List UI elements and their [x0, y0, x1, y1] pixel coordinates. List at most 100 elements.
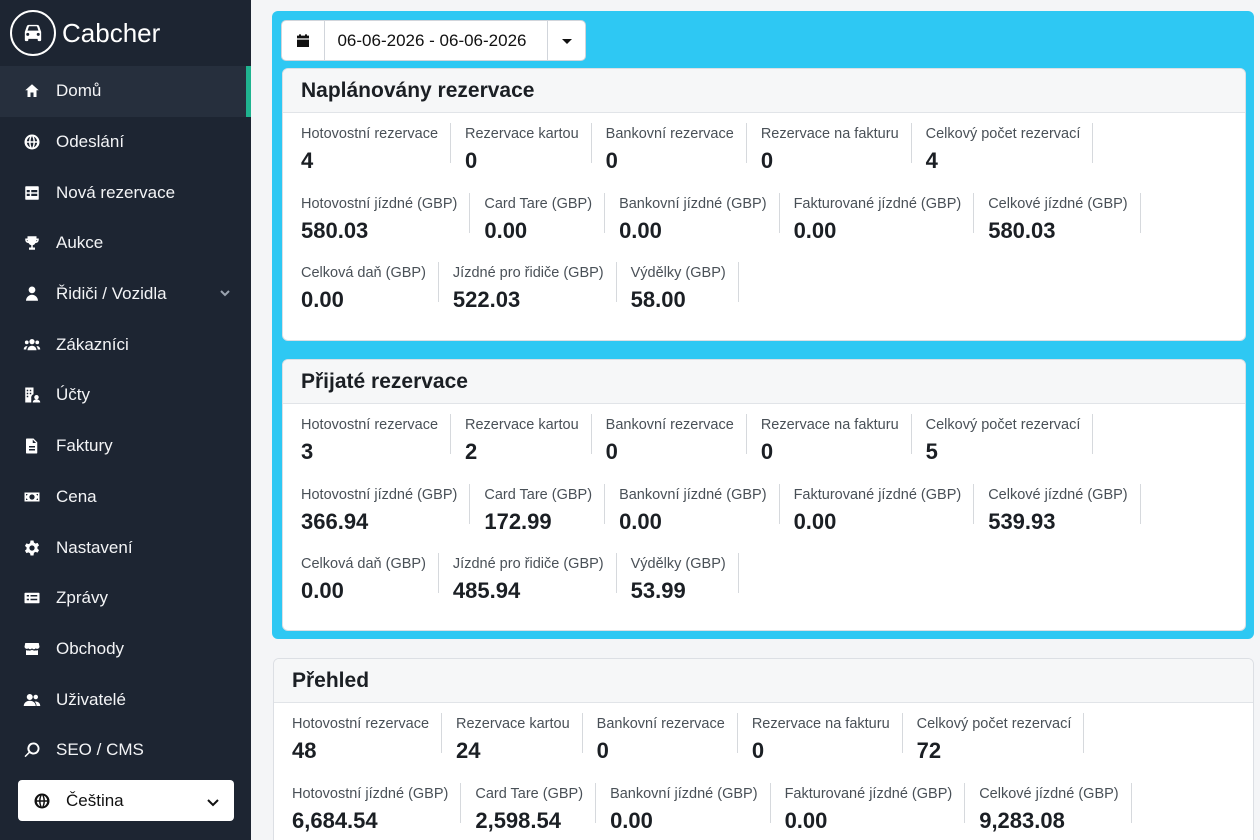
sidebar-item-accounts[interactable]: Účty [0, 370, 251, 421]
sidebar-item-new-booking[interactable]: Nová rezervace [0, 167, 251, 218]
stat-item: Celková daň (GBP) 0.00 [301, 553, 439, 603]
sidebar-item-label: SEO / CMS [56, 740, 144, 760]
stat-item: Celkové jízdné (GBP) 580.03 [988, 192, 1141, 243]
sidebar-item-price[interactable]: Cena [0, 472, 251, 523]
stat-label: Hotovostní rezervace [292, 716, 430, 732]
building-user-icon [22, 385, 42, 405]
sidebar-item-auctions[interactable]: Aukce [0, 218, 251, 269]
stat-row: Hotovostní jízdné (GBP) 6,684.54 Card Tare… [292, 782, 1235, 840]
stat-value: 6,684.54 [292, 807, 378, 833]
stat-value: 0 [760, 439, 774, 464]
trophy-icon [22, 233, 42, 253]
stat-value: 5 [925, 439, 938, 464]
stat-item: Bankovní jízdné (GBP) 0.00 [610, 782, 771, 833]
globe-icon [22, 132, 42, 152]
sidebar-item-seo-cms[interactable]: SEO / CMS [0, 725, 251, 776]
sidebar-item-label: Uživatelé [56, 689, 126, 709]
sidebar-item-label: Odeslání [56, 132, 125, 152]
stat-label: Bankovní jízdné (GBP) [619, 486, 767, 503]
sidebar-item-stores[interactable]: Obchody [0, 624, 251, 675]
stat-value: 0.00 [301, 578, 344, 603]
calendar-icon[interactable] [282, 21, 326, 60]
stat-row: Hotovostní jízdné (GBP) 580.03 Card Tare (… [301, 192, 1227, 263]
stat-item: Výdělky (GBP) 53.99 [631, 553, 739, 603]
sidebar-item-label: Obchody [56, 638, 125, 658]
sidebar-item-drivers-vehicles[interactable]: Řidiči / Vozidla [0, 269, 251, 320]
stat-value: 0.00 [784, 807, 828, 833]
stat-value: 0.00 [619, 508, 662, 534]
stat-item: Celkové jízdné (GBP) 9,283.08 [979, 782, 1132, 833]
home-icon [22, 81, 42, 101]
stat-value: 0.00 [484, 217, 528, 243]
stat-label: Hotovostní jízdné (GBP) [301, 486, 458, 503]
stat-value: 0.00 [619, 217, 662, 243]
stat-item: Jízdné pro řidiče (GBP) 522.03 [453, 262, 617, 312]
money-icon [22, 487, 42, 507]
sidebar-item-label: Řidiči / Vozidla [56, 284, 167, 304]
stat-label: Rezervace na fakturu [760, 126, 899, 142]
stat-label: Hotovostní jízdné (GBP) [292, 785, 449, 802]
stat-label: Hotovostní jízdné (GBP) [301, 195, 458, 212]
table-icon [22, 183, 42, 203]
sidebar-item-reports[interactable]: Zprávy [0, 573, 251, 624]
card-title: Přijaté rezervace [283, 360, 1245, 404]
sidebar-item-settings[interactable]: Nastavení [0, 522, 251, 573]
stat-item: Celkový počet rezervací 4 [926, 123, 1094, 173]
stat-label: Celkové jízdné (GBP) [979, 785, 1119, 802]
stat-value: 0 [760, 148, 774, 173]
chevron-down-icon [219, 284, 231, 304]
sidebar-item-label: Cena [56, 486, 97, 506]
sidebar-item-users[interactable]: Uživatelé [0, 674, 251, 725]
stat-item: Hotovostní jízdné (GBP) 580.03 [301, 192, 471, 243]
stat-value: 0.00 [301, 287, 344, 312]
sidebar-item-dispatch[interactable]: Odeslání [0, 117, 251, 168]
sidebar-item-label: Nastavení [56, 537, 133, 557]
sidebar-item-customers[interactable]: Zákazníci [0, 319, 251, 370]
card-title: Naplánovány rezervace [283, 69, 1245, 113]
stat-value: 48 [292, 738, 317, 763]
globe-icon [32, 791, 52, 811]
stat-item: Hotovostní rezervace 4 [301, 123, 452, 173]
stat-item: Card Tare (GBP) 2,598.54 [475, 782, 597, 833]
language-select[interactable]: Čeština [18, 780, 234, 821]
stat-label: Celkový počet rezervací [925, 417, 1081, 433]
stat-label: Fakturované jízdné (GBP) [784, 785, 953, 802]
stat-row: Celková daň (GBP) 0.00 Jízdné pro řidiče (… [301, 262, 1227, 332]
gear-icon [22, 538, 42, 558]
driver-icon [22, 284, 42, 304]
sidebar-item-invoices[interactable]: Faktury [0, 421, 251, 472]
stat-value: 0 [605, 148, 618, 173]
stat-item: Hotovostní rezervace 48 [292, 713, 443, 763]
stat-label: Hotovostní rezervace [301, 417, 439, 433]
stat-item: Bankovní jízdné (GBP) 0.00 [619, 483, 780, 534]
stat-value: 0 [596, 738, 609, 763]
stat-item: Rezervace na fakturu 0 [760, 123, 912, 173]
stat-row: Hotovostní rezervace 3 Rezervace kartou 2 Ba… [301, 414, 1227, 484]
stat-item: Card Tare (GBP) 172.99 [484, 483, 606, 534]
stat-value: 0 [605, 439, 618, 464]
stat-label: Celkový počet rezervací [916, 716, 1072, 732]
stat-item: Bankovní rezervace 0 [606, 123, 747, 173]
date-range-input[interactable] [325, 21, 548, 60]
brand[interactable]: Cabcher [0, 0, 251, 66]
sidebar-item-label: Faktury [56, 436, 113, 456]
stat-row: Hotovostní jízdné (GBP) 366.94 Card Tare (… [301, 483, 1227, 554]
caret-down-icon[interactable] [547, 21, 585, 60]
stat-row: Hotovostní rezervace 48 Rezervace kartou 24… [292, 713, 1235, 783]
stat-item: Fakturované jízdné (GBP) 0.00 [794, 192, 975, 243]
stat-value: 24 [456, 738, 481, 763]
date-range-picker[interactable] [281, 20, 586, 61]
stat-value: 2,598.54 [475, 807, 561, 833]
stat-label: Bankovní rezervace [596, 716, 725, 732]
stat-label: Fakturované jízdné (GBP) [793, 486, 962, 503]
accepted-bookings-card: Přijaté rezervace Hotovostní rezervace 3 R… [282, 359, 1246, 631]
stat-value: 539.93 [988, 508, 1056, 534]
stat-label: Rezervace kartou [465, 126, 579, 142]
sidebar-item-home[interactable]: Domů [0, 66, 251, 117]
chevron-down-icon [206, 794, 220, 814]
card-body: Hotovostní rezervace 48 Rezervace kartou 24… [274, 703, 1253, 840]
stat-label: Celková daň (GBP) [301, 556, 426, 572]
stat-value: 3 [301, 439, 314, 464]
stat-label: Card Tare (GBP) [484, 195, 593, 212]
stat-label: Bankovní jízdné (GBP) [619, 195, 767, 212]
